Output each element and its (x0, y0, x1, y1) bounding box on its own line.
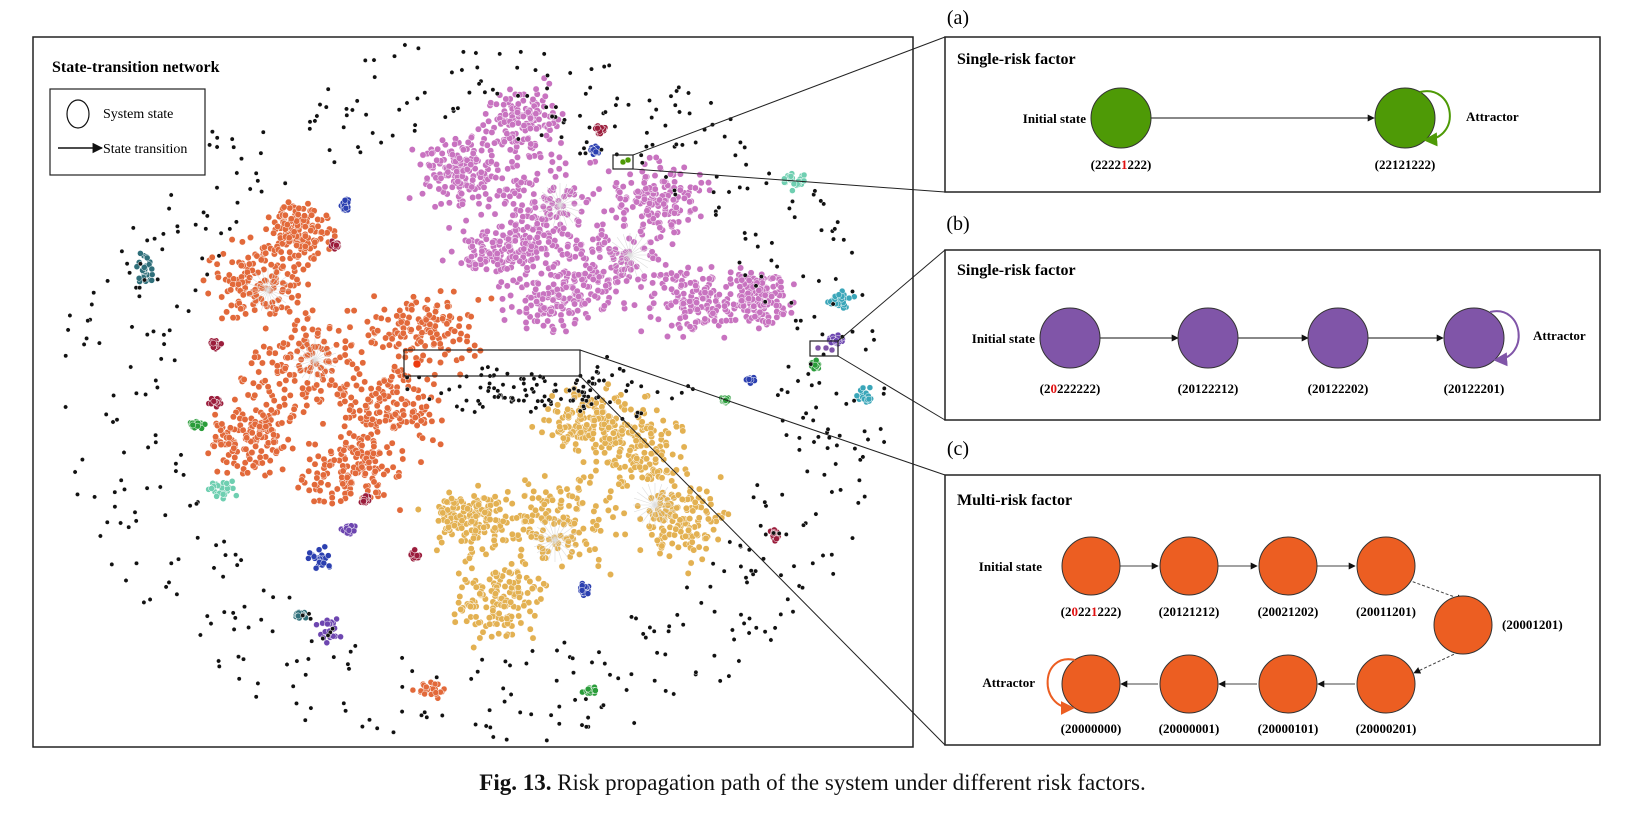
panel-c-state-9-label: (20000000) (1061, 721, 1122, 736)
panel-b-state-1 (1039, 307, 1101, 369)
connector-a-top (632, 36, 946, 156)
panel-b-state-3-label: (20122202) (1308, 381, 1369, 396)
panel-a-letter: (a) (947, 7, 969, 29)
panel-b-state-3 (1307, 307, 1369, 369)
zoom-connectors (579, 36, 946, 746)
connector-c-top (579, 349, 946, 476)
panel-a-frame (944, 36, 1601, 193)
panel-c-state-8 (1159, 654, 1219, 714)
panel-c-state-5-label: (20001201) (1502, 617, 1563, 632)
panel-a-attractor-loop (1419, 90, 1451, 147)
panel-c-state-5 (1433, 595, 1493, 655)
panel-a-attractor-label: Attractor (1466, 109, 1519, 124)
connector-c-bottom (579, 375, 946, 746)
panel-c-attractor-loop (1046, 658, 1076, 715)
network-panel: State-transition network System state St… (32, 36, 914, 748)
panel-c-state-2-label: (20121212) (1159, 604, 1220, 619)
panel-b-title: Single-risk factor (957, 262, 1076, 279)
zoom-box-a (612, 154, 634, 170)
panel-c-state-9 (1061, 654, 1121, 714)
panel-c-letter: (c) (947, 438, 969, 460)
panel-b-state-1-label: (20222222) (1040, 381, 1101, 396)
panel-c-state-4 (1356, 536, 1416, 596)
panel-c-state-6 (1356, 654, 1416, 714)
network-graph (63, 42, 887, 743)
panel-a-state-2 (1374, 87, 1436, 149)
figure-caption: Fig. 13. Risk propagation path of the sy… (0, 770, 1625, 796)
panel-c-state-2 (1159, 536, 1219, 596)
panel-b-initial-label: Initial state (972, 331, 1035, 346)
figure-caption-label: Fig. 13. (479, 770, 552, 795)
panel-c-state-4-label: (20011201) (1356, 604, 1416, 619)
panel-c-state-1-label: (20221222) (1061, 604, 1122, 619)
panel-c-state-7 (1258, 654, 1318, 714)
panel-c-state-6-label: (20000201) (1356, 721, 1417, 736)
connector-b-bottom (837, 355, 946, 421)
panel-b-state-4 (1443, 307, 1505, 369)
zoom-box-c (403, 349, 581, 377)
panel-b-letter: (b) (946, 213, 969, 235)
panel-c-state-1 (1061, 536, 1121, 596)
panel-a: (a) Single-risk factor Initial state Att… (944, 7, 1601, 193)
zoom-box-b (809, 340, 839, 357)
panel-b-state-2 (1177, 307, 1239, 369)
panel-a-state-1 (1090, 87, 1152, 149)
panel-b-attractor-label: Attractor (1533, 328, 1586, 343)
panel-c-attractor-label: Attractor (982, 675, 1035, 690)
legend: System state State transition (49, 88, 206, 176)
network-panel-title: State-transition network (52, 59, 220, 76)
connector-b-top (837, 249, 946, 342)
legend-node-icon (66, 99, 90, 129)
panel-b-state-4-label: (20122201) (1444, 381, 1505, 396)
panel-a-initial-label: Initial state (1023, 111, 1086, 126)
panel-c-state-7-label: (20000101) (1258, 721, 1319, 736)
panel-c-initial-label: Initial state (979, 559, 1042, 574)
panel-a-title: Single-risk factor (957, 51, 1076, 68)
panel-b-state-2-label: (20122212) (1178, 381, 1239, 396)
panel-b-attractor-loop (1489, 310, 1520, 367)
figure-caption-text: Risk propagation path of the system unde… (551, 770, 1146, 795)
panel-c-title: Multi-risk factor (957, 492, 1072, 509)
panel-c: (c) Multi-risk factor Initial state Attr… (944, 438, 1601, 746)
panel-c-edge-5 (1413, 649, 1464, 674)
legend-node-label: System state (103, 107, 173, 122)
panel-c-state-3-label: (20021202) (1258, 604, 1319, 619)
panel-c-state-3 (1258, 536, 1318, 596)
connector-a-bottom (632, 168, 946, 193)
panel-b: (b) Single-risk factor Initial state Att… (944, 213, 1601, 421)
panel-a-state-1-label: (22221222) (1091, 157, 1152, 172)
legend-edge-label: State transition (103, 142, 187, 157)
panel-c-state-8-label: (20000001) (1159, 721, 1220, 736)
panel-a-state-2-label: (22121222) (1375, 157, 1436, 172)
